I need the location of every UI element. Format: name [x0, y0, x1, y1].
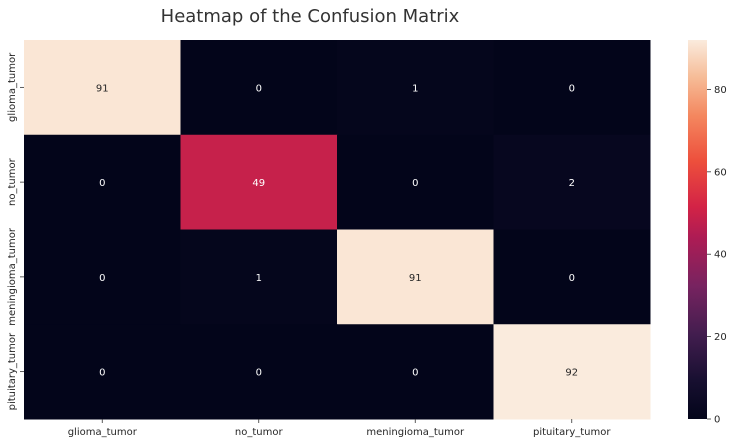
heatmap-cell	[24, 40, 181, 136]
y-tick-label: glioma_tumor	[7, 52, 18, 122]
heatmap-cell	[337, 324, 494, 420]
heatmap-cell	[24, 324, 181, 420]
cell-value-label: 2	[569, 178, 575, 189]
colorbar-tick-label: 40	[714, 250, 727, 261]
heatmap-cell	[180, 229, 338, 325]
cell-value-label: 0	[569, 273, 575, 284]
colorbar-tick-label: 80	[714, 85, 727, 96]
colorbar: 0 20 40 60 80	[688, 40, 727, 426]
heatmap-cell	[337, 134, 494, 230]
x-tick-label: glioma_tumor	[68, 427, 138, 438]
cell-value-label: 0	[412, 178, 418, 189]
heatmap-cell	[180, 324, 338, 420]
heatmap-cell	[180, 40, 338, 136]
cell-value-label: 0	[412, 368, 418, 379]
cell-value-label: 0	[99, 273, 105, 284]
cell-value-label: 0	[569, 83, 575, 94]
cell-value-label: 1	[412, 83, 418, 94]
y-tick-label: meningioma_tumor	[7, 227, 18, 326]
heatmap-cell	[493, 229, 651, 325]
cell-value-label: 0	[99, 368, 105, 379]
chart-title: Heatmap of the Confusion Matrix	[161, 6, 460, 27]
heatmap-cell	[493, 134, 651, 230]
x-tick-label: meningioma_tumor	[366, 427, 465, 438]
heatmap-cell	[493, 40, 651, 136]
cell-value-label: 1	[256, 273, 262, 284]
heatmap-cell	[180, 134, 338, 230]
y-tick-label: pituitary_tumor	[7, 332, 18, 410]
colorbar-tick-label: 20	[714, 332, 727, 343]
cell-value-label: 0	[99, 178, 105, 189]
heatmap-cells	[24, 40, 651, 420]
cell-value-label: 91	[409, 273, 422, 284]
y-axis-ticks: glioma_tumor no_tumor meningioma_tumorpitu…	[7, 52, 24, 410]
heatmap-cell	[24, 229, 181, 325]
x-axis-ticks: glioma_tumor no_tumor meningioma_tumor pitu…	[68, 419, 611, 438]
cell-value-label: 91	[96, 83, 109, 94]
colorbar-gradient	[688, 40, 707, 419]
colorbar-tick-label: 60	[714, 167, 727, 178]
cell-value-label: 0	[256, 83, 262, 94]
cell-value-label: 49	[252, 178, 265, 189]
colorbar-tick-label: 0	[714, 415, 720, 426]
cell-value-label: 0	[256, 368, 262, 379]
x-tick-label: pituitary_tumor	[533, 427, 611, 438]
heatmap-cell	[493, 324, 651, 420]
cell-value-label: 92	[565, 368, 578, 379]
heatmap-cell	[337, 40, 494, 136]
y-tick-label: no_tumor	[7, 157, 18, 206]
heatmap-cell	[337, 229, 494, 325]
x-tick-label: no_tumor	[235, 427, 284, 438]
heatmap-cell	[24, 134, 181, 230]
heatmap-cell-labels: 91 0 1 0 0 49 0 2 0 1 91 0 0 0 0 92	[96, 83, 578, 378]
